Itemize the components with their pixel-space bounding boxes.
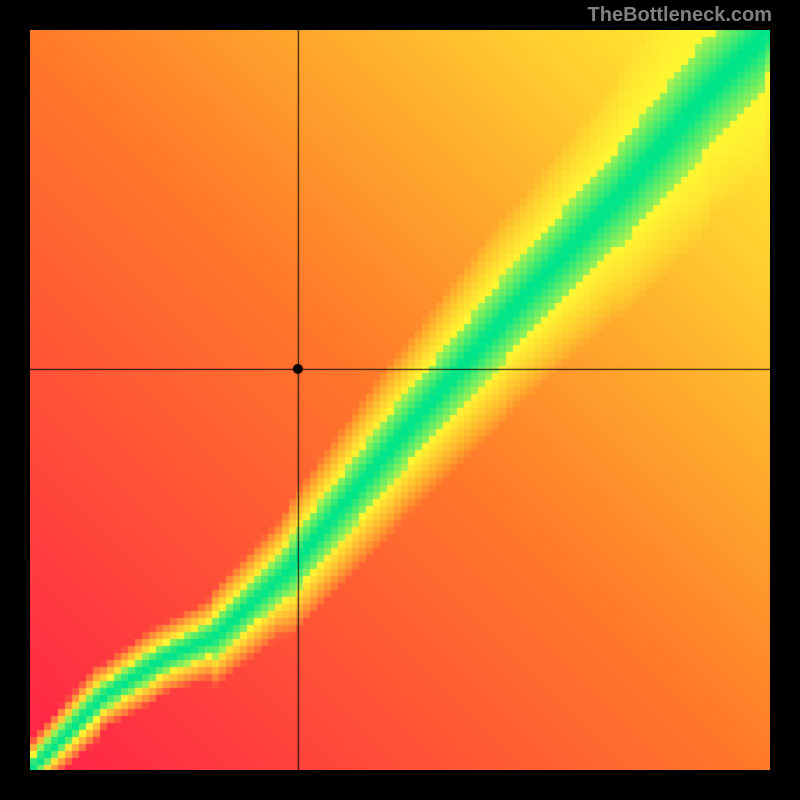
watermark: TheBottleneck.com (588, 4, 772, 27)
chart-container: TheBottleneck.com (0, 0, 800, 800)
heatmap-plot (30, 30, 770, 770)
